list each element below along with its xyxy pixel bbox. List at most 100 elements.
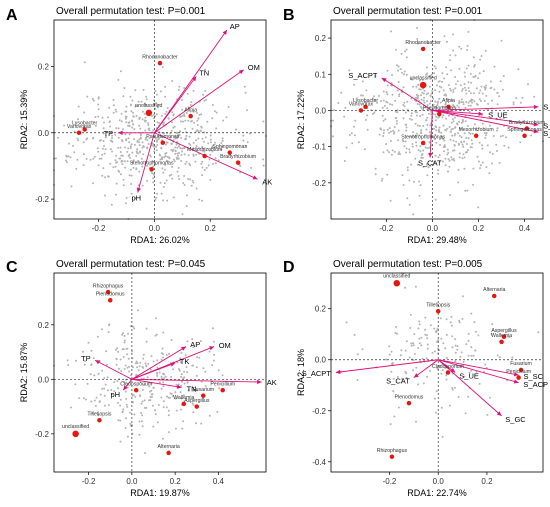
sample-point: [211, 327, 214, 330]
sample-point: [120, 112, 123, 115]
sample-point: [477, 206, 480, 209]
sample-point: [427, 108, 429, 111]
sample-point: [120, 154, 123, 157]
taxon-label: Mesorhizobium: [459, 127, 494, 133]
sample-point: [189, 164, 192, 167]
sample-point: [133, 413, 136, 416]
sample-point: [467, 332, 470, 335]
sample-point: [363, 148, 366, 151]
sample-point: [199, 340, 202, 343]
sample-point: [419, 184, 422, 187]
vector-label: AK: [267, 378, 277, 387]
sample-point: [454, 360, 457, 363]
sample-point: [416, 96, 419, 99]
sample-point: [388, 353, 391, 356]
sample-point: [195, 139, 197, 142]
sample-point: [160, 358, 163, 361]
sample-point: [356, 379, 359, 381]
sample-point: [115, 363, 118, 366]
y-tick-label: -0.2: [35, 430, 49, 439]
sample-point: [180, 351, 183, 354]
sample-point: [441, 160, 444, 163]
sample-point: [171, 121, 173, 124]
x-tick-label: 0.0: [427, 224, 439, 233]
sample-point: [426, 116, 429, 119]
sample-point: [459, 127, 462, 130]
sample-point: [135, 360, 138, 363]
sample-point: [434, 100, 437, 103]
sample-point: [449, 87, 452, 90]
sample-point: [378, 94, 380, 97]
taxon-label: Pseudomonas: [423, 105, 457, 111]
sample-point: [76, 158, 79, 161]
sample-point: [163, 377, 166, 379]
sample-point: [104, 148, 107, 151]
taxon-label: unclassified: [135, 103, 162, 109]
sample-point: [395, 122, 398, 125]
sample-point: [161, 158, 164, 161]
sample-point: [419, 115, 422, 118]
sample-point: [426, 123, 429, 126]
sample-point: [414, 285, 417, 288]
sample-point: [97, 108, 100, 111]
taxon-label: Afipia: [442, 98, 455, 104]
sample-point: [425, 163, 428, 166]
sample-point: [181, 114, 184, 117]
sample-point: [134, 105, 137, 108]
sample-point: [120, 120, 123, 123]
sample-point: [390, 153, 393, 156]
sample-point: [398, 93, 401, 96]
taxa: unclassifiedRhodanobacterAfipiaLysobacte…: [67, 54, 256, 172]
sample-point: [417, 83, 420, 86]
sample-point: [195, 366, 198, 369]
sample-point: [485, 132, 488, 134]
sample-point: [174, 152, 177, 155]
sample-point: [147, 363, 150, 365]
y-axis-title: RDA2: 15.87%: [19, 343, 29, 403]
x-tick-label: 0.4: [519, 224, 531, 233]
sample-point: [152, 425, 155, 428]
sample-point: [171, 177, 174, 180]
sample-point: [124, 364, 127, 367]
sample-point: [438, 126, 441, 129]
sample-point: [196, 356, 199, 359]
sample-point: [409, 327, 412, 329]
x-tick-label: 0.2: [170, 477, 182, 486]
sample-point: [408, 151, 411, 154]
sample-point: [145, 98, 148, 101]
sample-point: [332, 135, 334, 138]
sample-point: [181, 213, 184, 216]
sample-point: [444, 145, 446, 148]
sample-point: [213, 110, 216, 113]
panel-a: A Overall permutation test: P=0.001-0.2 0.…: [6, 6, 272, 245]
sample-point: [479, 100, 482, 102]
sample-point: [201, 166, 204, 169]
vector-arrowhead: [533, 104, 539, 110]
sample-point: [438, 90, 441, 93]
sample-point: [463, 83, 466, 86]
sample-point: [140, 132, 142, 135]
sample-point: [101, 387, 104, 390]
taxon-label: Alternaria: [483, 287, 505, 293]
sample-point: [77, 105, 80, 108]
sample-point: [118, 367, 120, 370]
sample-point: [483, 132, 486, 135]
sample-point: [454, 132, 457, 135]
sample-point: [498, 95, 501, 98]
sample-point: [149, 399, 152, 402]
sample-point: [157, 137, 160, 140]
sample-point: [201, 146, 204, 148]
sample-point: [84, 360, 86, 363]
taxon-point: [499, 339, 504, 345]
sample-point: [98, 400, 101, 403]
vector-arrowhead: [95, 360, 101, 365]
sample-point: [394, 99, 397, 102]
sample-point: [198, 198, 201, 201]
sample-point: [217, 369, 220, 372]
sample-point: [166, 141, 169, 144]
panel-label: D: [283, 259, 295, 276]
sample-point: [473, 123, 476, 126]
sample-point: [445, 66, 448, 69]
sample-point: [154, 137, 157, 140]
sample-point: [396, 376, 399, 378]
